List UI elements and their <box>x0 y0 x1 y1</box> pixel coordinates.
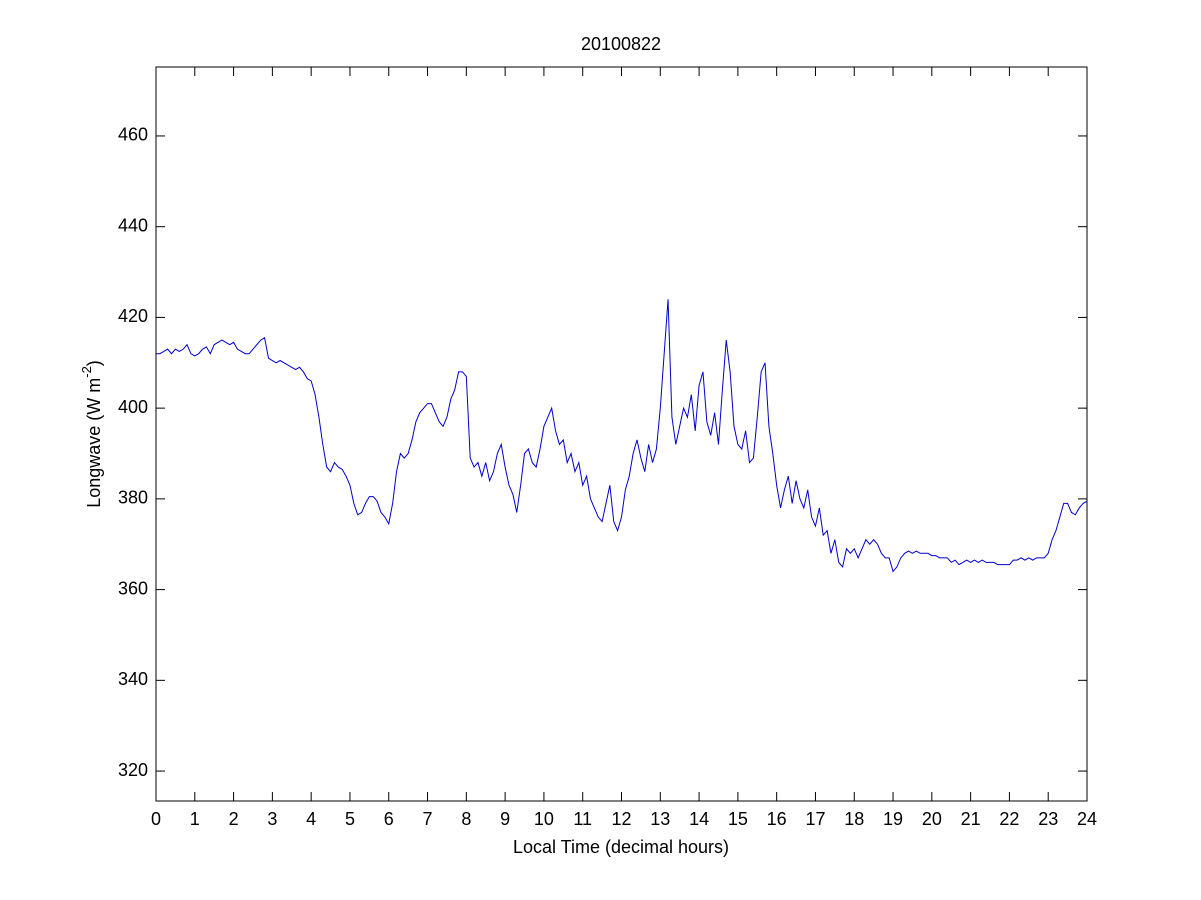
x-tick-label: 0 <box>151 809 161 829</box>
x-tick-label: 4 <box>306 809 316 829</box>
x-tick-label: 13 <box>650 809 670 829</box>
y-axis-label-base: Longwave (W m <box>84 378 104 508</box>
x-tick-label: 2 <box>229 809 239 829</box>
x-tick-label: 20 <box>922 809 942 829</box>
y-tick-label: 400 <box>118 397 148 417</box>
x-tick-label: 23 <box>1038 809 1058 829</box>
chart-title: 20100822 <box>581 34 661 54</box>
x-tick-label: 6 <box>384 809 394 829</box>
y-axis-label: Longwave (W m-2) <box>79 360 103 508</box>
x-tick-label: 21 <box>961 809 981 829</box>
x-tick-label: 24 <box>1077 809 1097 829</box>
x-axis-label: Local Time (decimal hours) <box>513 837 729 857</box>
data-line <box>156 299 1088 573</box>
x-tick-label: 7 <box>423 809 433 829</box>
x-tick-label: 3 <box>267 809 277 829</box>
x-tick-label: 17 <box>805 809 825 829</box>
y-axis-label-close: ) <box>84 360 104 366</box>
x-tick-label: 18 <box>844 809 864 829</box>
y-tick-label: 360 <box>118 578 148 598</box>
x-tick-label: 8 <box>461 809 471 829</box>
x-tick-label: 9 <box>500 809 510 829</box>
y-tick-label: 440 <box>118 215 148 235</box>
y-tick-label: 420 <box>118 306 148 326</box>
y-tick-label: 340 <box>118 669 148 689</box>
x-tick-label: 10 <box>534 809 554 829</box>
y-tick-label: 380 <box>118 488 148 508</box>
plot-area <box>155 66 1088 802</box>
y-tick-label: 460 <box>118 125 148 145</box>
x-tick-label: 14 <box>689 809 709 829</box>
x-tick-label: 15 <box>728 809 748 829</box>
x-tick-label: 19 <box>883 809 903 829</box>
y-tick-label: 320 <box>118 760 148 780</box>
y-axis-label-superscript: -2 <box>79 366 94 378</box>
x-tick-label: 22 <box>999 809 1019 829</box>
x-tick-label: 5 <box>345 809 355 829</box>
x-tick-label: 1 <box>190 809 200 829</box>
x-tick-label: 16 <box>767 809 787 829</box>
x-tick-label: 12 <box>611 809 631 829</box>
x-tick-label: 11 <box>573 809 592 829</box>
